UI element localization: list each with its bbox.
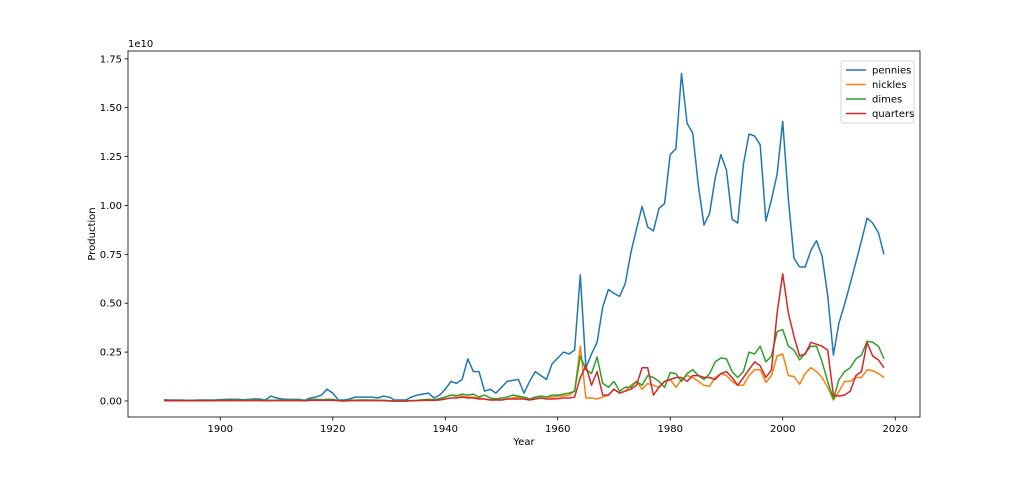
y-tick-label: 0.50 (100, 299, 122, 310)
y-tick-label: 1.25 (100, 152, 122, 163)
legend-label-dimes: dimes (872, 95, 902, 106)
legend-label-quarters: quarters (872, 109, 914, 120)
series-lines (163, 72, 885, 402)
x-axis: 1900 1920 1940 1960 1980 2000 2020 (208, 417, 908, 435)
x-tick-label: 2000 (770, 424, 795, 435)
legend-label-nickles: nickles (872, 80, 907, 91)
y-tick-label: 0.25 (100, 348, 122, 359)
y-tick-label: 1.75 (100, 54, 122, 65)
legend: pennies nickles dimes quarters (840, 60, 915, 124)
x-tick-label: 1900 (208, 424, 233, 435)
y-tick-label: 0.00 (100, 396, 122, 407)
legend-frame (840, 60, 915, 124)
x-tick-label: 1940 (433, 424, 458, 435)
x-tick-label: 1960 (545, 424, 570, 435)
legend-label-pennies: pennies (872, 66, 911, 77)
y-tick-label: 0.75 (100, 250, 122, 261)
series-line-quarters (164, 273, 885, 402)
plot-frame (127, 50, 921, 418)
series-line-pennies (163, 72, 885, 401)
x-tick-label: 1920 (320, 424, 345, 435)
y-scale-offset: 1e10 (128, 39, 153, 50)
y-axis: 0.00 0.25 0.50 0.75 1.00 1.25 1.50 1.75 (100, 54, 128, 407)
x-tick-label: 1980 (658, 424, 683, 435)
x-tick-label: 2020 (883, 424, 908, 435)
y-axis-label: Production (87, 207, 98, 260)
y-tick-label: 1.50 (100, 103, 122, 114)
x-axis-label: Year (512, 437, 535, 448)
y-tick-label: 1.00 (100, 201, 122, 212)
